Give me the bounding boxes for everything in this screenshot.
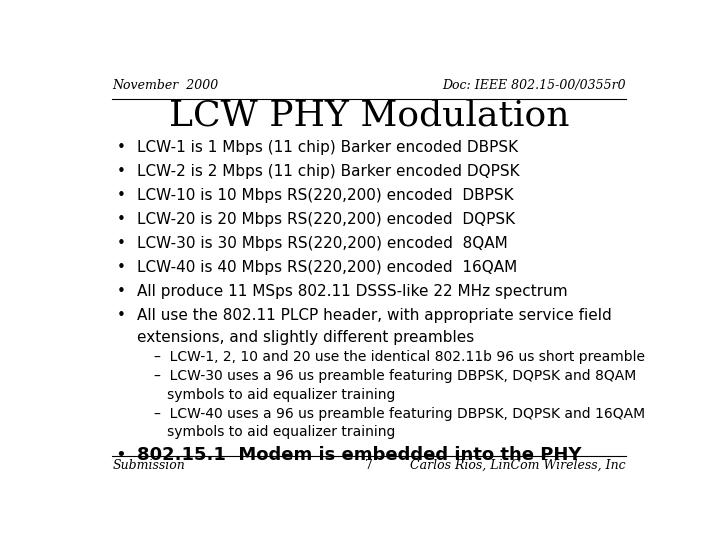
Text: LCW-10 is 10 Mbps RS(220,200) encoded  DBPSK: LCW-10 is 10 Mbps RS(220,200) encoded DB… — [138, 188, 514, 203]
Text: LCW PHY Modulation: LCW PHY Modulation — [168, 99, 570, 133]
Text: •: • — [116, 308, 125, 323]
Text: All produce 11 MSps 802.11 DSSS-like 22 MHz spectrum: All produce 11 MSps 802.11 DSSS-like 22 … — [138, 285, 568, 299]
Text: –  LCW-40 uses a 96 us preamble featuring DBPSK, DQPSK and 16QAM: – LCW-40 uses a 96 us preamble featuring… — [154, 407, 645, 421]
Text: November  2000: November 2000 — [112, 79, 219, 92]
Text: LCW-1 is 1 Mbps (11 chip) Barker encoded DBPSK: LCW-1 is 1 Mbps (11 chip) Barker encoded… — [138, 140, 518, 154]
Text: –  LCW-30 uses a 96 us preamble featuring DBPSK, DQPSK and 8QAM: – LCW-30 uses a 96 us preamble featuring… — [154, 369, 636, 383]
Text: •: • — [116, 260, 125, 275]
Text: 802.15.1  Modem is embedded into the PHY: 802.15.1 Modem is embedded into the PHY — [138, 447, 582, 464]
Text: •: • — [115, 447, 126, 464]
Text: Submission: Submission — [112, 459, 185, 472]
Text: All use the 802.11 PLCP header, with appropriate service field: All use the 802.11 PLCP header, with app… — [138, 308, 612, 323]
Text: •: • — [116, 285, 125, 299]
Text: symbols to aid equalizer training: symbols to aid equalizer training — [154, 426, 395, 440]
Text: •: • — [116, 212, 125, 227]
Text: LCW-2 is 2 Mbps (11 chip) Barker encoded DQPSK: LCW-2 is 2 Mbps (11 chip) Barker encoded… — [138, 164, 520, 179]
Text: •: • — [116, 140, 125, 154]
Text: LCW-20 is 20 Mbps RS(220,200) encoded  DQPSK: LCW-20 is 20 Mbps RS(220,200) encoded DQ… — [138, 212, 516, 227]
Text: •: • — [116, 188, 125, 203]
Text: 7: 7 — [365, 459, 373, 472]
Text: LCW-30 is 30 Mbps RS(220,200) encoded  8QAM: LCW-30 is 30 Mbps RS(220,200) encoded 8Q… — [138, 236, 508, 251]
Text: •: • — [116, 236, 125, 251]
Text: Doc: IEEE 802.15-00/0355r0: Doc: IEEE 802.15-00/0355r0 — [442, 79, 626, 92]
Text: symbols to aid equalizer training: symbols to aid equalizer training — [154, 388, 395, 402]
Text: LCW-40 is 40 Mbps RS(220,200) encoded  16QAM: LCW-40 is 40 Mbps RS(220,200) encoded 16… — [138, 260, 518, 275]
Text: Carlos Rios, LinCom Wireless, Inc: Carlos Rios, LinCom Wireless, Inc — [410, 459, 626, 472]
Text: –  LCW-1, 2, 10 and 20 use the identical 802.11b 96 us short preamble: – LCW-1, 2, 10 and 20 use the identical … — [154, 350, 645, 364]
Text: extensions, and slightly different preambles: extensions, and slightly different pream… — [138, 330, 474, 345]
Text: •: • — [116, 164, 125, 179]
